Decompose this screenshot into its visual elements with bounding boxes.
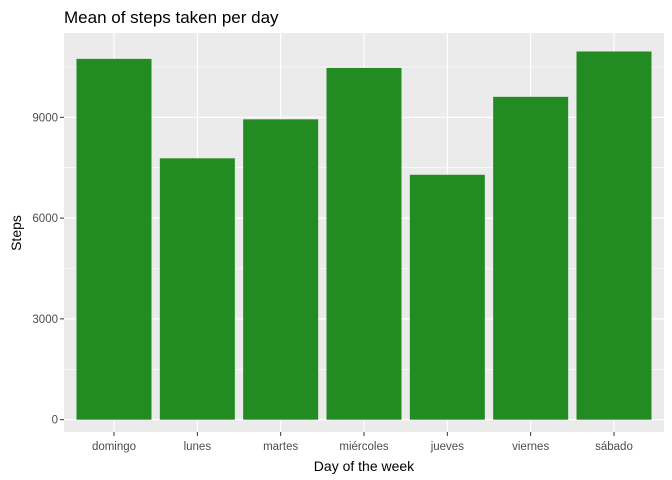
x-tick-label: martes <box>263 441 298 453</box>
x-tick-label: sábado <box>595 441 633 453</box>
y-tick-label: 9000 <box>32 112 58 124</box>
y-tick-label: 0 <box>52 415 58 427</box>
y-tick-label: 6000 <box>32 213 58 225</box>
bars <box>76 51 652 420</box>
y-axis-title: Steps <box>8 215 24 251</box>
bar-viernes <box>493 96 569 420</box>
bar-lunes <box>159 158 235 420</box>
x-axis-title: Day of the week <box>314 458 415 474</box>
bar-martes <box>243 119 319 420</box>
y-axis: 0 3000 6000 9000 <box>32 112 64 427</box>
x-axis: domingo lunes martes miércoles jueves viernes… <box>92 432 633 453</box>
x-tick-label: jueves <box>430 441 464 453</box>
bar-jueves <box>409 174 485 420</box>
y-tick-label: 3000 <box>32 314 58 326</box>
bar-miércoles <box>326 67 402 420</box>
chart-title: Mean of steps taken per day <box>64 8 279 27</box>
x-tick-label: miércoles <box>339 441 388 453</box>
x-tick-label: domingo <box>92 441 136 453</box>
x-tick-label: lunes <box>184 441 212 453</box>
bar-domingo <box>76 58 152 420</box>
bar-sábado <box>576 51 652 420</box>
x-tick-label: viernes <box>512 441 549 453</box>
